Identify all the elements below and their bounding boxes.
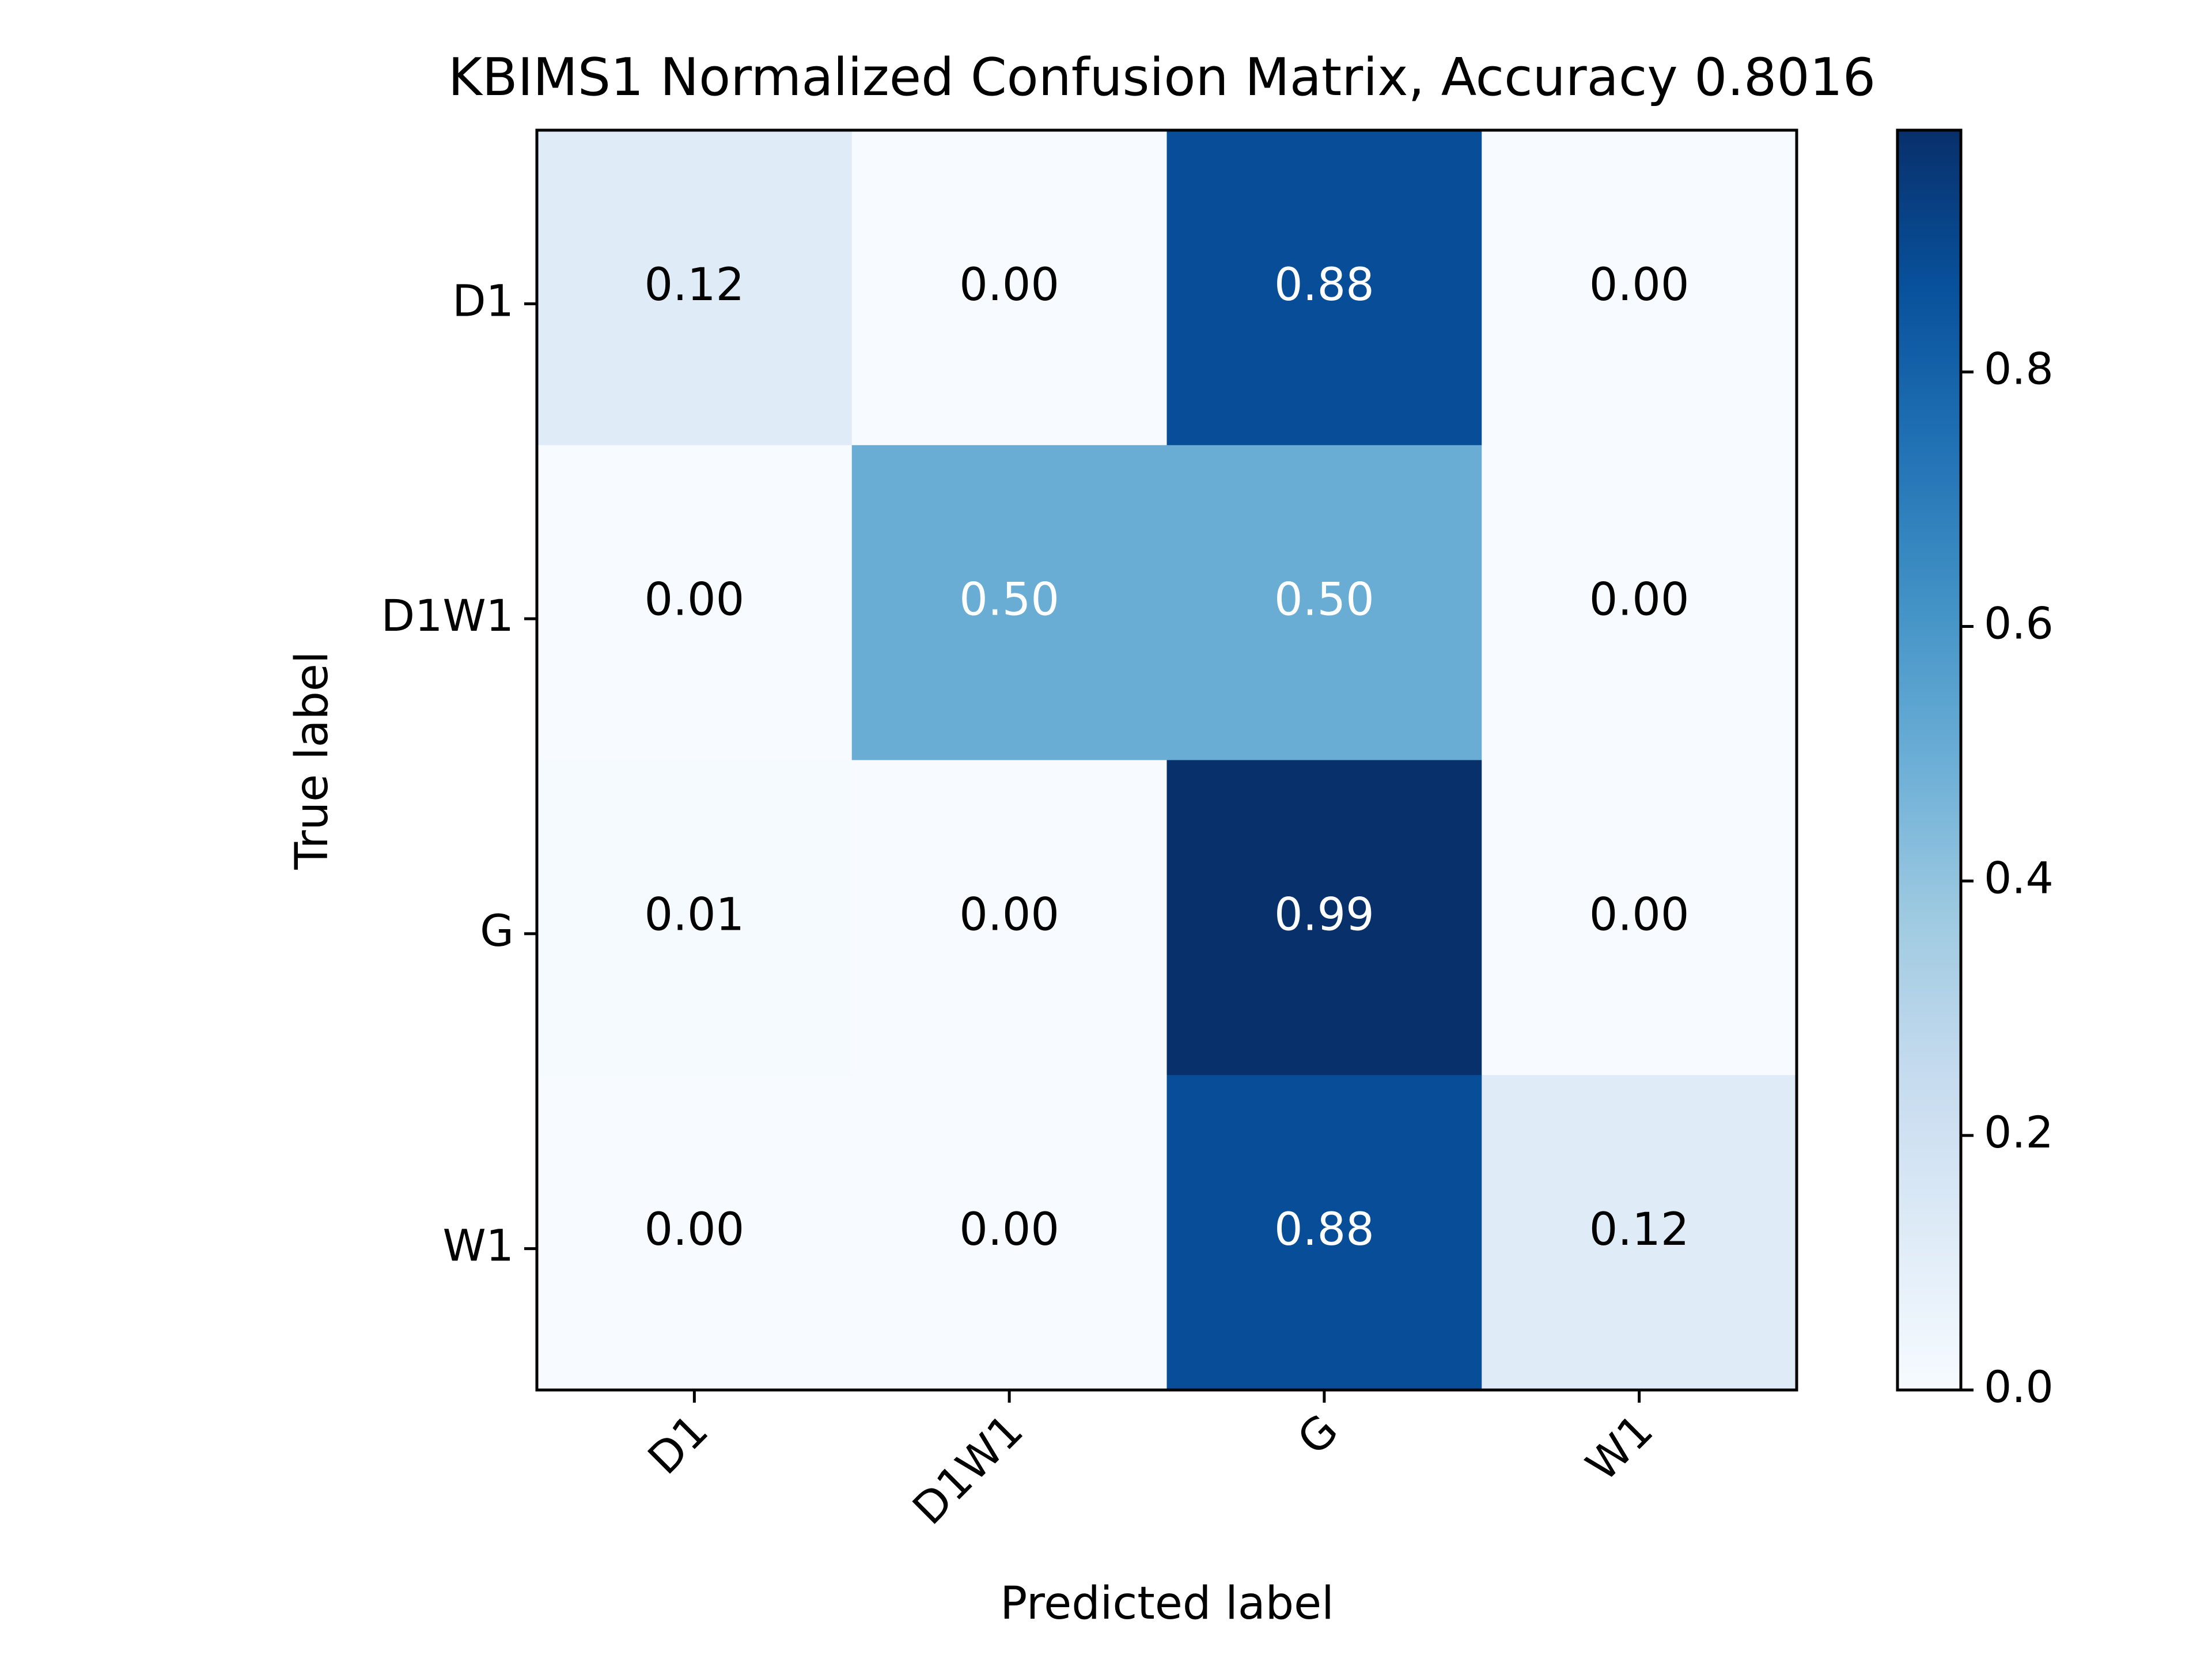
heatmap-cell bbox=[1482, 445, 1797, 760]
y-axis-label: True label bbox=[286, 651, 338, 870]
cell-value-label: 0.00 bbox=[1589, 889, 1690, 941]
colorbar-tick-label: 0.8 bbox=[1984, 343, 2054, 395]
y-tick-label: W1 bbox=[443, 1220, 514, 1271]
heatmap-cell bbox=[537, 130, 853, 446]
cell-value-label: 0.01 bbox=[645, 889, 745, 941]
heatmap-cell bbox=[1166, 760, 1482, 1075]
heatmap-cell bbox=[851, 1075, 1167, 1391]
y-tick-label: D1W1 bbox=[381, 590, 514, 641]
cell-value-label: 0.00 bbox=[1589, 259, 1690, 311]
cell-value-label: 0.00 bbox=[959, 889, 1059, 941]
cell-value-label: 0.50 bbox=[959, 574, 1059, 626]
chart-title: KBIMS1 Normalized Confusion Matrix, Accu… bbox=[448, 47, 1876, 108]
heatmap-cell bbox=[1166, 1075, 1482, 1391]
heatmap-cell bbox=[537, 445, 853, 760]
heatmap-cell bbox=[851, 760, 1167, 1075]
x-tick-label: G bbox=[1287, 1404, 1348, 1465]
heatmap-cell bbox=[1166, 130, 1482, 446]
heatmap-cell bbox=[851, 130, 1167, 446]
cell-value-label: 0.00 bbox=[645, 574, 745, 626]
x-tick-label: W1 bbox=[1576, 1404, 1662, 1491]
x-tick-label: D1W1 bbox=[903, 1404, 1033, 1535]
cell-value-label: 0.12 bbox=[645, 259, 745, 311]
cell-value-label: 0.12 bbox=[1589, 1204, 1690, 1256]
cell-value-label: 0.50 bbox=[1274, 574, 1374, 626]
y-tick-label: G bbox=[480, 905, 514, 956]
y-tick-label: D1 bbox=[452, 275, 514, 326]
cell-value-label: 0.88 bbox=[1274, 1204, 1374, 1256]
colorbar-tick-label: 0.6 bbox=[1984, 598, 2054, 649]
colorbar-tick-label: 0.4 bbox=[1984, 852, 2054, 903]
colorbar-tick-label: 0.0 bbox=[1984, 1361, 2054, 1412]
x-axis-label: Predicted label bbox=[1000, 1578, 1334, 1630]
heatmap-cell bbox=[537, 1075, 853, 1391]
colorbar-ticks: 0.0 0.2 0.4 0.6 0.8 bbox=[1961, 343, 2054, 1412]
colorbar-tick-label: 0.2 bbox=[1984, 1107, 2054, 1158]
cell-value-label: 0.00 bbox=[959, 1204, 1059, 1256]
cell-value-label: 0.99 bbox=[1274, 889, 1374, 941]
heatmap-cell bbox=[1482, 760, 1797, 1075]
heatmap-cells bbox=[537, 130, 1797, 1391]
heatmap-cell bbox=[851, 445, 1167, 760]
colorbar bbox=[1896, 128, 1963, 1392]
heatmap-cell bbox=[1482, 130, 1797, 446]
heatmap-cell bbox=[1482, 1075, 1797, 1391]
cell-value-label: 0.00 bbox=[1589, 574, 1690, 626]
heatmap-cell bbox=[1166, 445, 1482, 760]
heatmap-cell-labels: 0.12 0.00 0.88 0.00 0.00 0.50 0.50 0.00 0.01 0.00… bbox=[645, 259, 1690, 1256]
y-axis-ticks: D1 D1W1 G W1 bbox=[381, 275, 537, 1271]
cell-value-label: 0.00 bbox=[645, 1204, 745, 1256]
cell-value-label: 0.00 bbox=[959, 259, 1059, 311]
plot-frame bbox=[535, 128, 1798, 1392]
x-tick-label: D1 bbox=[638, 1404, 718, 1484]
heatmap-cell bbox=[537, 760, 853, 1075]
cell-value-label: 0.88 bbox=[1274, 259, 1374, 311]
x-axis-ticks: D1 D1W1 G W1 bbox=[638, 1390, 1662, 1535]
